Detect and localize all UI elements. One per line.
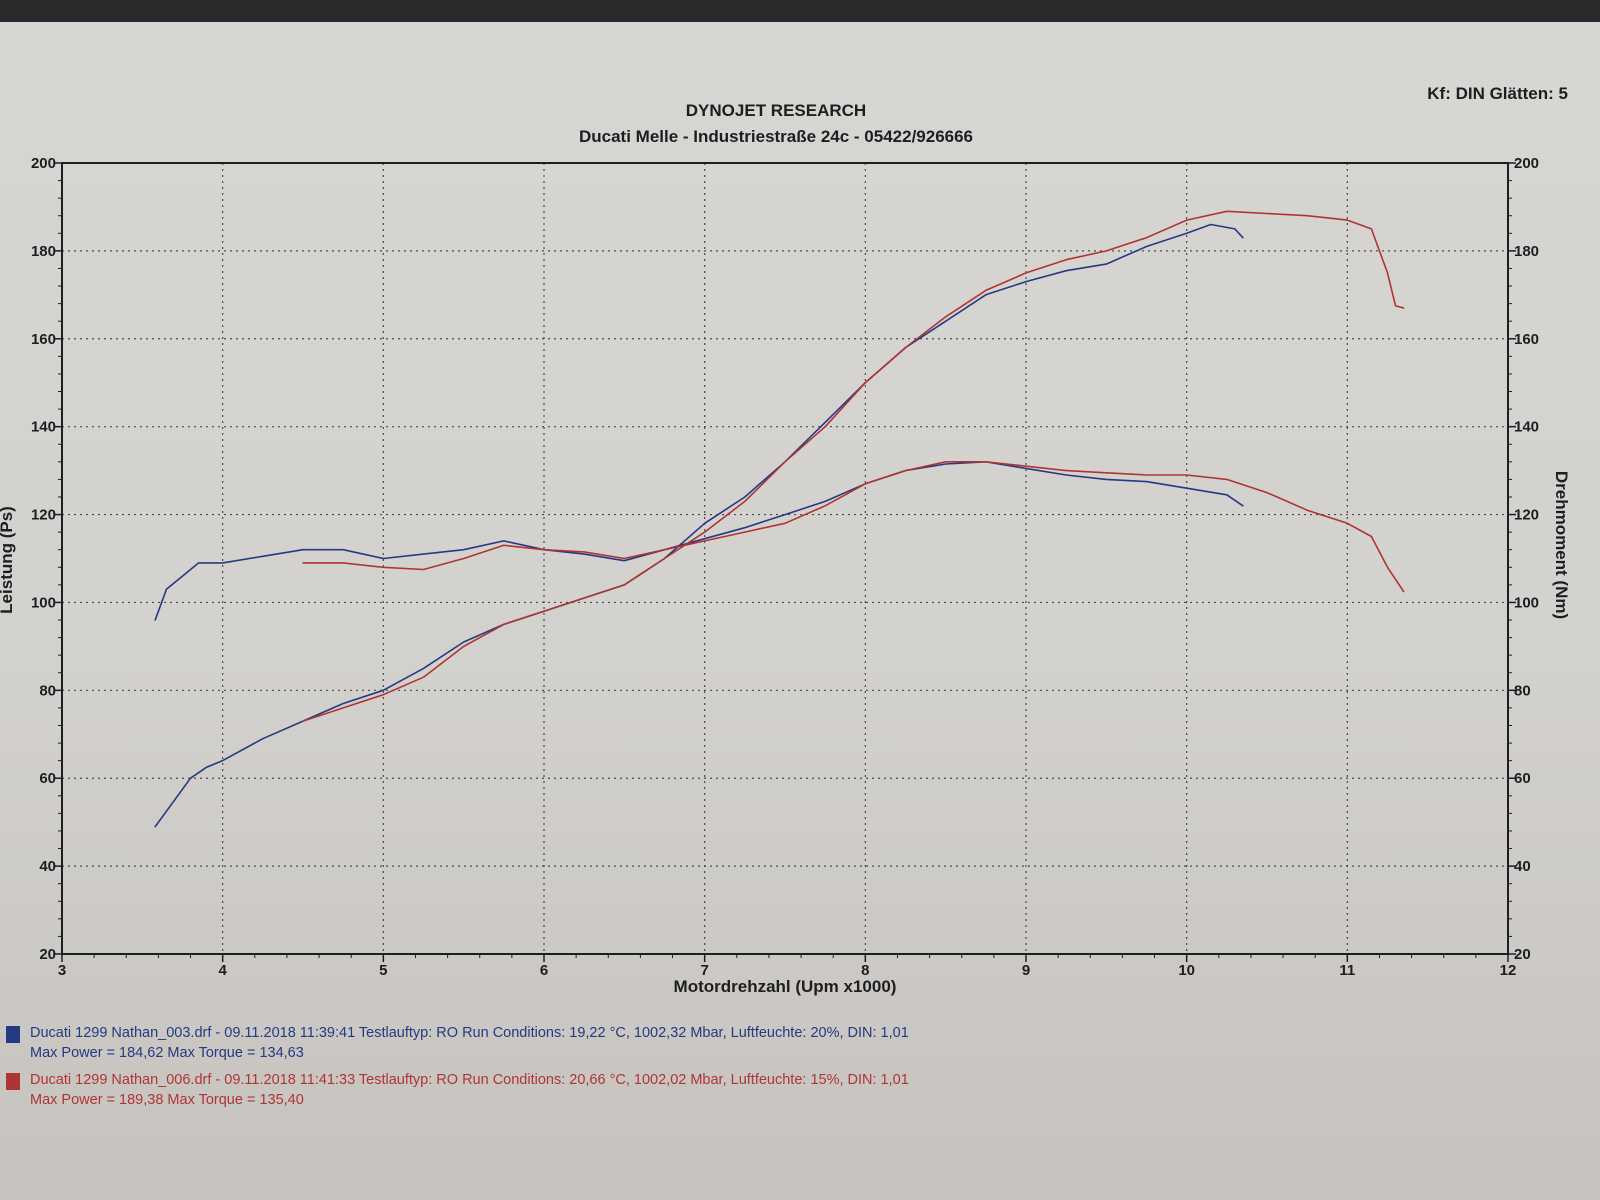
x-tick-label: 11	[1339, 962, 1355, 979]
axis-ticks: 3 4 5 6 7 8 9 10 11 12204060801001201401601802002…	[31, 155, 1539, 979]
plot-frame	[61, 162, 1509, 955]
y-right-tick-label: 120	[1514, 507, 1539, 524]
settings-info: Kf: DIN Glätten: 5	[1427, 84, 1568, 103]
legend-run-003-line1: Ducati 1299 Nathan_003.drf - 09.11.2018 …	[30, 1025, 909, 1041]
x-tick-label: 6	[540, 962, 548, 979]
legend-run-006-line1: Ducati 1299 Nathan_006.drf - 09.11.2018 …	[30, 1072, 909, 1088]
y-right-tick-label: 160	[1514, 331, 1539, 348]
legend-swatch-run-003	[6, 1026, 20, 1043]
x-tick-label: 7	[700, 962, 708, 979]
y-right-tick-label: 200	[1514, 155, 1539, 172]
y-left-tick-label: 60	[39, 770, 56, 787]
y-right-tick-label: 100	[1514, 594, 1539, 611]
y-right-tick-label: 140	[1514, 419, 1539, 436]
series-line-torque-1	[154, 460, 1244, 621]
y-left-tick-label: 20	[39, 946, 56, 963]
series-line-power-2	[302, 210, 1405, 722]
y-right-tick-label: 180	[1514, 243, 1539, 260]
series-lines	[154, 210, 1405, 828]
x-tick-label: 8	[861, 962, 869, 979]
y-left-tick-label: 80	[39, 682, 56, 699]
legend-run-003-line2: Max Power = 184,62 Max Torque = 134,63	[30, 1045, 304, 1061]
x-tick-label: 3	[58, 962, 66, 979]
y-right-tick-label: 20	[1514, 946, 1531, 963]
x-axis-title: Motordrehzahl (Upm x1000)	[674, 977, 897, 996]
x-tick-label: 4	[218, 962, 227, 979]
y-left-tick-label: 120	[31, 507, 56, 524]
legend-swatch-run-006	[6, 1073, 20, 1090]
series-line-power-0	[154, 223, 1244, 828]
x-tick-label: 5	[379, 962, 387, 979]
chart-title: DYNOJET RESEARCH	[686, 101, 866, 120]
series-line-torque-3	[302, 460, 1405, 593]
y-left-tick-label: 140	[31, 419, 56, 436]
y-left-tick-label: 200	[31, 155, 56, 172]
y-right-tick-label: 80	[1514, 682, 1531, 699]
y-right-axis-title: Drehmoment (Nm)	[1552, 471, 1571, 619]
x-tick-label: 10	[1178, 962, 1195, 979]
chart-subtitle: Ducati Melle - Industriestraße 24c - 054…	[579, 127, 973, 146]
x-tick-label: 12	[1500, 962, 1517, 979]
y-left-tick-label: 160	[31, 331, 56, 348]
y-left-tick-label: 180	[31, 243, 56, 260]
legend-run-006-line2: Max Power = 189,38 Max Torque = 135,40	[30, 1092, 304, 1108]
x-tick-label: 9	[1022, 962, 1030, 979]
grid	[62, 163, 1508, 954]
legend: Ducati 1299 Nathan_003.drf - 09.11.2018 …	[6, 1025, 909, 1108]
y-right-tick-label: 40	[1514, 858, 1531, 875]
y-left-tick-label: 100	[31, 594, 56, 611]
y-left-axis-title: Leistung (Ps)	[0, 506, 16, 614]
y-left-tick-label: 40	[39, 858, 56, 875]
y-right-tick-label: 60	[1514, 770, 1531, 787]
